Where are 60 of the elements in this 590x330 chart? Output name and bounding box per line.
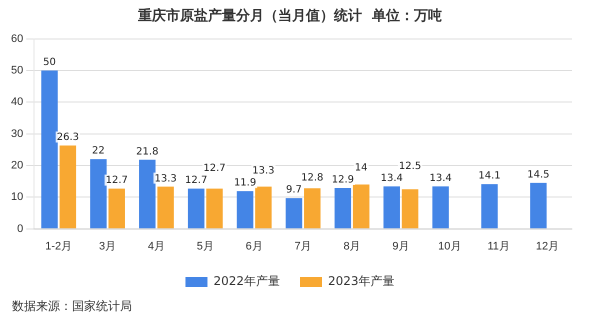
data-label: 11.9 bbox=[234, 178, 256, 189]
bar bbox=[530, 182, 547, 228]
bar bbox=[352, 184, 370, 228]
data-label: 26.3 bbox=[56, 132, 79, 144]
x-tick-label: 3月 bbox=[99, 240, 116, 252]
source-note: 数据来源：国家统计局 bbox=[11, 298, 133, 315]
data-label: 12.8 bbox=[301, 172, 324, 184]
y-tick-label: 30 bbox=[10, 128, 24, 140]
x-tick-label: 12月 bbox=[536, 240, 560, 252]
y-tick-label: 50 bbox=[10, 64, 24, 76]
data-label: 14.1 bbox=[478, 170, 501, 182]
data-label: 22 bbox=[92, 146, 105, 157]
data-label: 12.7 bbox=[106, 175, 128, 186]
bar bbox=[255, 186, 272, 228]
chart-title: 重庆市原盐产量分月（当月值）统计 单位：万吨 bbox=[137, 7, 442, 24]
bar bbox=[334, 188, 352, 228]
data-label: 13.4 bbox=[380, 172, 403, 184]
y-tick-label: 10 bbox=[10, 191, 24, 204]
bar bbox=[402, 189, 418, 228]
data-label: 12.7 bbox=[185, 175, 208, 186]
x-tick-label: 4月 bbox=[148, 240, 166, 252]
bar bbox=[236, 191, 254, 228]
bar bbox=[383, 186, 400, 228]
x-tick-label: 11月 bbox=[487, 240, 510, 252]
x-tick-label: 8月 bbox=[343, 240, 361, 252]
bar bbox=[60, 146, 76, 228]
data-label: 21.8 bbox=[136, 146, 158, 158]
data-label: 13.3 bbox=[154, 173, 177, 184]
x-tick-label: 5月 bbox=[196, 240, 214, 252]
x-tick-label: 6月 bbox=[246, 240, 263, 252]
legend-label: 2023年产量 bbox=[328, 274, 395, 288]
legend-label: 2022年产量 bbox=[213, 274, 280, 288]
x-tick-label: 9月 bbox=[392, 240, 410, 252]
data-label: 14 bbox=[354, 162, 368, 174]
x-tick-label: 10月 bbox=[438, 240, 462, 252]
bar bbox=[481, 184, 498, 228]
y-tick-label: 40 bbox=[10, 96, 24, 108]
data-label: 12.7 bbox=[203, 163, 226, 174]
bar bbox=[286, 198, 302, 228]
data-label: 13.3 bbox=[252, 166, 275, 177]
bar bbox=[108, 188, 125, 228]
data-label: 50 bbox=[43, 57, 56, 68]
bar bbox=[206, 188, 223, 228]
data-label: 14.5 bbox=[527, 169, 550, 180]
bar bbox=[157, 186, 174, 228]
data-label: 9.7 bbox=[286, 184, 302, 196]
data-label: 13.4 bbox=[429, 172, 452, 184]
bar bbox=[432, 186, 449, 228]
bar bbox=[188, 188, 204, 228]
x-tick-label: 1-2月 bbox=[45, 240, 72, 252]
y-tick-label: 0 bbox=[17, 222, 24, 235]
bar bbox=[90, 159, 107, 228]
data-label: 12.5 bbox=[398, 160, 422, 172]
x-tick-label: 7月 bbox=[294, 240, 312, 252]
y-tick-label: 60 bbox=[10, 32, 24, 45]
data-label: 12.9 bbox=[332, 174, 354, 186]
y-tick-label: 20 bbox=[10, 160, 24, 172]
bar bbox=[139, 160, 156, 228]
bar bbox=[41, 70, 58, 228]
bar bbox=[304, 188, 321, 228]
